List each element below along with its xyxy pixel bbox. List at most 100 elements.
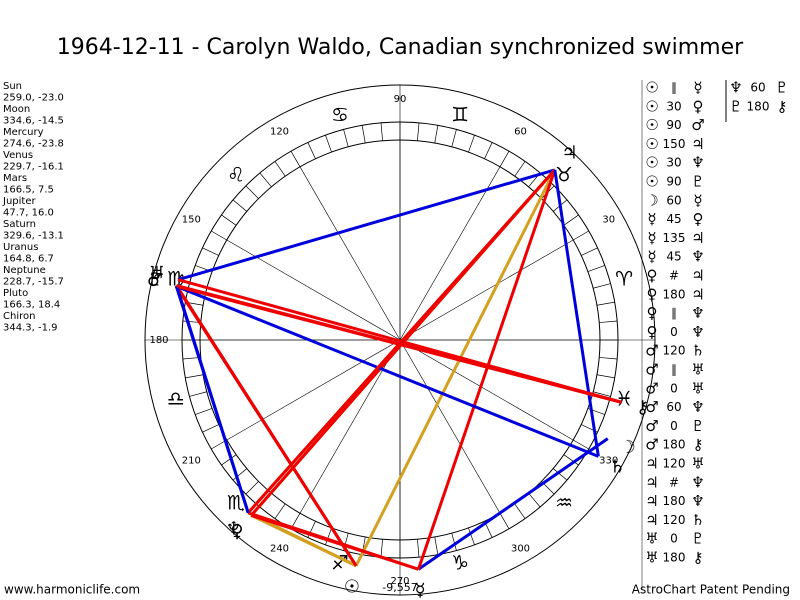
- ring-tick: [468, 527, 475, 545]
- ring-tick: [221, 454, 237, 466]
- ring-tick: [563, 454, 579, 466]
- aspect-planet: ☉: [645, 97, 658, 115]
- ring-tick: [593, 283, 611, 289]
- sector-line: [399, 339, 501, 514]
- aspect-type: 90: [666, 175, 681, 189]
- ring-tick: [499, 151, 510, 167]
- aspect-planet: ♀: [693, 97, 704, 115]
- aspect-type: 45: [666, 212, 681, 226]
- degree-label: 30: [602, 215, 615, 226]
- ring-tick: [573, 439, 589, 450]
- aspect-planet: ♃: [645, 492, 658, 510]
- wheel-note: -9,557: [382, 581, 417, 594]
- aspect-planet: ☉: [645, 135, 658, 153]
- aspect-planet: ☿: [693, 79, 702, 97]
- aspect-planet: ♅: [691, 379, 704, 397]
- planet-position: 229.7, -16.1: [3, 162, 64, 173]
- aspect-planet: ♇: [691, 173, 704, 191]
- sector-line: [399, 239, 574, 341]
- sector-line: [226, 239, 401, 341]
- aspect-planet: ⚷: [693, 436, 704, 454]
- ring-tick: [596, 374, 615, 379]
- ring-tick: [343, 129, 349, 147]
- planet-glyph: ♆: [226, 518, 242, 539]
- ring-tick: [599, 357, 618, 360]
- planet-name: Chiron: [3, 311, 35, 322]
- ring-tick: [599, 320, 618, 323]
- ring-tick: [211, 230, 227, 241]
- aspect-type: 135: [663, 231, 686, 245]
- planet-glyph: ♂: [147, 270, 163, 291]
- ring-tick: [451, 533, 457, 551]
- ring-tick: [573, 230, 589, 241]
- ring-tick: [514, 161, 526, 177]
- planet-name: Moon: [3, 104, 30, 115]
- aspect-line: [175, 285, 250, 514]
- planet-glyph: ♇: [147, 269, 163, 290]
- ring-tick: [499, 513, 510, 529]
- aspect-planet: ♄: [691, 342, 704, 360]
- degree-label: 300: [511, 544, 530, 555]
- aspect-type: ∥: [671, 81, 677, 95]
- planet-position: 329.6, -13.1: [3, 231, 64, 242]
- aspect-type: 150: [663, 137, 686, 151]
- ring-tick: [468, 135, 475, 153]
- ring-tick: [434, 125, 439, 144]
- zodiac-glyph: ♊: [451, 102, 469, 126]
- ring-tick: [202, 424, 219, 433]
- aspect-type: 180: [663, 287, 686, 301]
- zodiac-glyph: ♉: [555, 162, 573, 186]
- aspect-planet: ♀: [647, 304, 658, 322]
- aspect-planet: ♆: [691, 248, 704, 266]
- aspect-planet: ☉: [645, 79, 658, 97]
- aspect-type: 180: [663, 551, 686, 565]
- ring-tick: [514, 503, 526, 519]
- aspect-planet: ♀: [647, 267, 658, 285]
- degree-label: 180: [149, 335, 168, 346]
- zodiac-glyph: ♏: [227, 491, 245, 515]
- aspect-planet: ☿: [647, 210, 656, 228]
- planet-position: 164.8, 6.7: [3, 254, 54, 265]
- ring-tick: [259, 172, 272, 188]
- aspect-type: 60: [666, 193, 681, 207]
- ring-tick: [185, 374, 204, 379]
- aspect-planet: ♅: [691, 361, 704, 379]
- sector-line: [399, 339, 574, 441]
- degree-label: 90: [394, 94, 407, 105]
- planet-name: Uranus: [3, 242, 38, 253]
- aspect-type: 0: [670, 532, 678, 546]
- aspect-line: [176, 284, 622, 404]
- planet-position: 166.5, 7.5: [3, 185, 54, 196]
- zodiac-glyph: ♎: [167, 387, 185, 411]
- ring-tick: [563, 214, 579, 226]
- aspect-planet: ♆: [691, 154, 704, 172]
- ring-tick: [195, 408, 213, 415]
- aspect-planet: ♅: [691, 455, 704, 473]
- aspect-planet: ♀: [647, 285, 658, 303]
- aspect-planet: ♆: [691, 492, 704, 510]
- aspect-line: [417, 437, 609, 571]
- ring-tick: [380, 539, 383, 558]
- aspect-type: 60: [666, 400, 681, 414]
- aspect-planet: ♃: [691, 267, 704, 285]
- ring-tick: [451, 129, 457, 147]
- aspect-type: ∥: [671, 306, 677, 320]
- aspect-type: 60: [750, 81, 765, 95]
- ring-tick: [221, 214, 237, 226]
- aspect-planet: ♇: [775, 79, 788, 97]
- degree-label: 120: [270, 126, 289, 137]
- aspect-planet: ⚷: [693, 549, 704, 567]
- aspect-planet: ♂: [645, 342, 658, 360]
- zodiac-glyph: ♌: [227, 162, 245, 186]
- aspect-type: 0: [670, 419, 678, 433]
- sector-line: [299, 339, 401, 514]
- zodiac-glyph: ♍: [167, 266, 185, 290]
- aspect-planet: ☽: [645, 191, 658, 209]
- zodiac-glyph: ♒: [555, 491, 573, 515]
- aspect-planet: ♂: [691, 116, 704, 134]
- aspect-planet: ☉: [645, 154, 658, 172]
- ring-tick: [245, 185, 259, 199]
- aspect-planet: ♄: [691, 511, 704, 529]
- footer-right: AstroChart Patent Pending: [632, 583, 790, 597]
- aspect-line: [175, 284, 358, 567]
